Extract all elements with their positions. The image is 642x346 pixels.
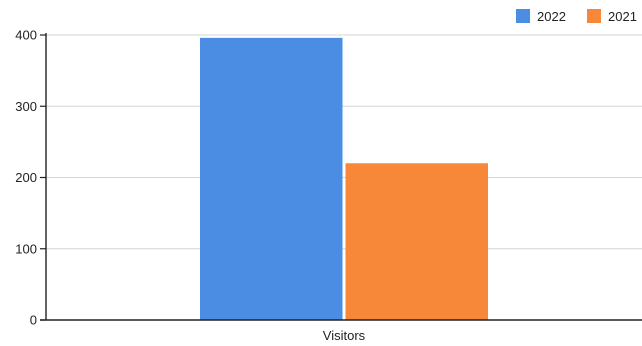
y-tick-label: 0: [30, 313, 37, 328]
y-tick-labels: 0 100 200 300 400: [15, 28, 37, 328]
legend-swatch-2021: [587, 9, 601, 23]
y-tick-label: 400: [15, 28, 37, 43]
bars: [200, 37, 488, 320]
gridlines: [46, 34, 642, 250]
legend-label-2022: 2022: [537, 9, 566, 24]
bar-2022-visitors: [200, 37, 343, 320]
legend-swatch-2022: [516, 9, 530, 23]
x-tick-label: Visitors: [323, 328, 366, 343]
legend: 2022 2021: [516, 9, 637, 24]
y-tick-label: 200: [15, 170, 37, 185]
x-tick-labels: Visitors: [323, 328, 366, 343]
legend-label-2021: 2021: [608, 9, 637, 24]
bar-2021-visitors: [345, 163, 488, 320]
axes: [40, 33, 642, 321]
y-tick-label: 100: [15, 241, 37, 256]
y-tick-label: 300: [15, 99, 37, 114]
